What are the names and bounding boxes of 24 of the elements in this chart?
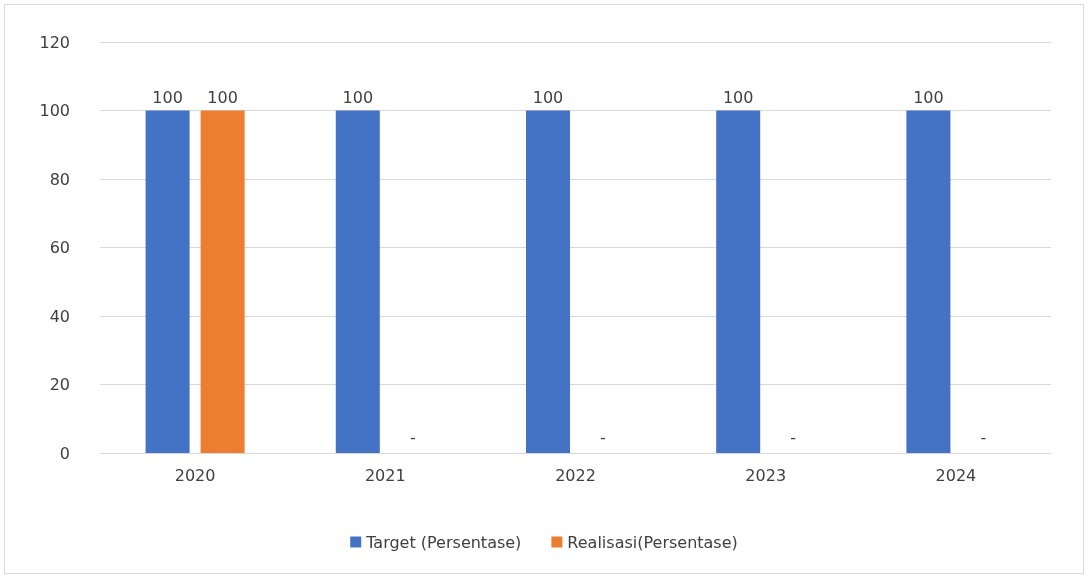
text: - [980, 427, 987, 447]
y-tick-label: 20 [49, 375, 70, 394]
data-label: 100 [207, 88, 238, 107]
x-tick-label: 2022 [555, 465, 596, 485]
y-tick-label: 40 [49, 306, 70, 326]
x-tick-label: 2020 [174, 465, 216, 485]
x-tick-label: 2024 [935, 465, 977, 485]
text: - [790, 427, 797, 447]
x-tick-label: 2021 [364, 465, 406, 485]
y-tick-label: 80 [49, 169, 70, 189]
legend-label: Target (Persentase) [365, 532, 522, 552]
legend-label: Realisasi(Persentase) [567, 532, 738, 552]
y-tick-label: 100 [39, 101, 70, 120]
text: - [409, 427, 416, 447]
y-tick-label: 120 [39, 32, 70, 52]
x-tick-label: 2023 [745, 465, 787, 485]
data-label: 100 [913, 88, 944, 107]
y-tick-label: 0 [59, 443, 70, 463]
data-label: 100 [722, 88, 754, 107]
data-label: 100 [532, 88, 564, 107]
y-tick-label: 60 [49, 238, 70, 257]
data-label: 100 [152, 88, 183, 107]
data-label: 100 [342, 88, 374, 107]
text: - [600, 427, 606, 447]
